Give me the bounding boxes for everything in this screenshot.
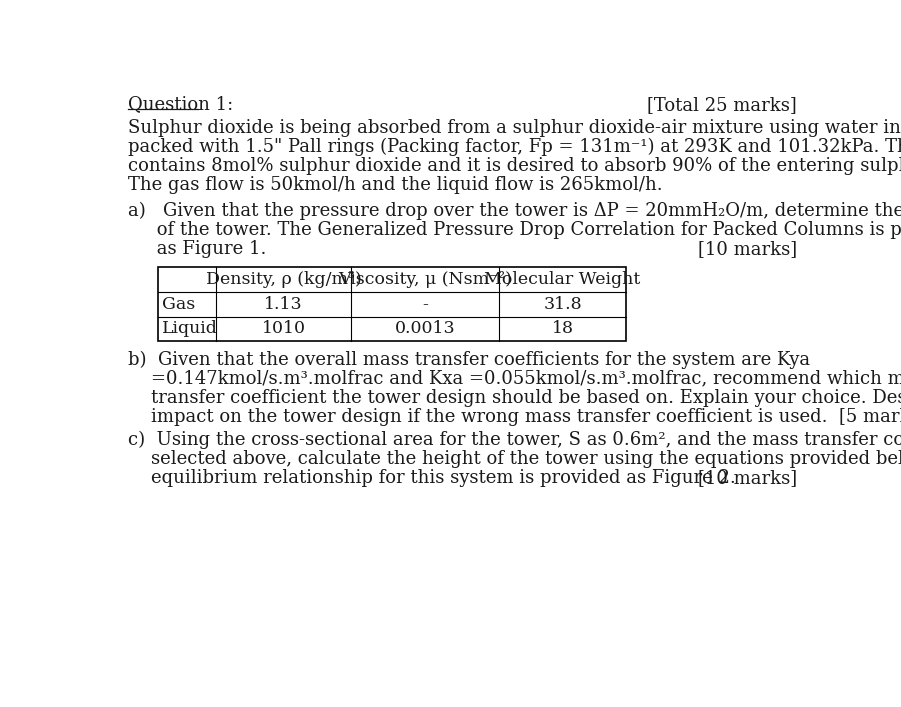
Text: 1010: 1010 (261, 320, 305, 337)
Text: Viscosity, μ (Nsm⁻²): Viscosity, μ (Nsm⁻²) (338, 271, 512, 288)
Text: contains 8mol% sulphur dioxide and it is desired to absorb 90% of the entering s: contains 8mol% sulphur dioxide and it is… (128, 157, 901, 175)
Bar (158, 267, 626, 341)
Text: Density, ρ (kg/m³): Density, ρ (kg/m³) (205, 271, 361, 288)
Text: [10 marks]: [10 marks] (698, 240, 797, 258)
Text: 18: 18 (551, 320, 574, 337)
Text: 31.8: 31.8 (543, 296, 582, 312)
Text: of the tower. The Generalized Pressure Drop Correlation for Packed Columns is pr: of the tower. The Generalized Pressure D… (128, 221, 901, 239)
Text: Sulphur dioxide is being absorbed from a sulphur dioxide-air mixture using water: Sulphur dioxide is being absorbed from a… (128, 119, 901, 136)
Text: c)  Using the cross-sectional area for the tower, S as 0.6m², and the mass trans: c) Using the cross-sectional area for th… (128, 431, 901, 449)
Text: Question 1:: Question 1: (128, 95, 233, 114)
Text: Molecular Weight: Molecular Weight (485, 271, 641, 288)
Text: [Total 25 marks]: [Total 25 marks] (647, 95, 797, 114)
Text: 1.13: 1.13 (264, 296, 303, 312)
Text: 0.0013: 0.0013 (395, 320, 455, 337)
Text: selected above, calculate the height of the tower using the equations provided b: selected above, calculate the height of … (128, 450, 901, 468)
Text: -: - (422, 296, 428, 312)
Text: equilibrium relationship for this system is provided as Figure 2.: equilibrium relationship for this system… (128, 469, 736, 487)
Text: The gas flow is 50kmol/h and the liquid flow is 265kmol/h.: The gas flow is 50kmol/h and the liquid … (128, 177, 663, 194)
Text: transfer coefficient the tower design should be based on. Explain your choice. D: transfer coefficient the tower design sh… (128, 389, 901, 407)
Text: packed with 1.5" Pall rings (Packing factor, Fp = 131m⁻¹) at 293K and 101.32kPa.: packed with 1.5" Pall rings (Packing fac… (128, 138, 901, 156)
Text: =0.147kmol/s.m³.molfrac and Kxa =0.055kmol/s.m³.molfrac, recommend which mass: =0.147kmol/s.m³.molfrac and Kxa =0.055km… (128, 370, 901, 387)
Text: [10 marks]: [10 marks] (698, 469, 797, 487)
Text: Liquid: Liquid (162, 320, 218, 337)
Text: impact on the tower design if the wrong mass transfer coefficient is used.  [5 m: impact on the tower design if the wrong … (128, 408, 901, 426)
Text: a)   Given that the pressure drop over the tower is ΔP = 20mmH₂O/m, determine th: a) Given that the pressure drop over the… (128, 202, 901, 220)
Text: as Figure 1.: as Figure 1. (128, 240, 267, 258)
Text: Gas: Gas (162, 296, 196, 312)
Text: b)  Given that the overall mass transfer coefficients for the system are Kya: b) Given that the overall mass transfer … (128, 351, 810, 369)
